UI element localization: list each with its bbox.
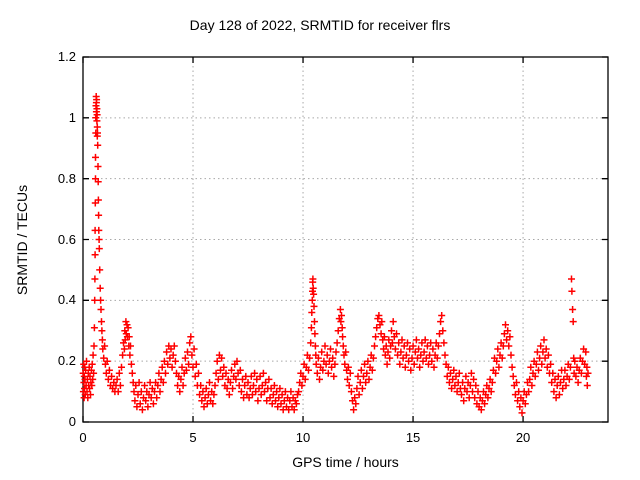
x-tick-label: 20 <box>515 430 531 445</box>
y-tick-label: 0.8 <box>57 170 76 186</box>
scatter-points <box>79 93 592 417</box>
x-tick-label: 0 <box>79 430 87 445</box>
y-tick-label: 0 <box>68 414 76 429</box>
x-tick-label: 10 <box>295 430 311 445</box>
x-tick-label: 5 <box>189 430 197 445</box>
y-tick-label: 1.2 <box>57 49 76 64</box>
y-tick-label: 0.4 <box>57 292 76 308</box>
y-tick-label: 0.2 <box>57 353 76 369</box>
y-tick-label: 0.6 <box>57 231 76 247</box>
x-tick-label: 15 <box>405 430 421 445</box>
y-tick-label: 1 <box>68 109 76 125</box>
x-axis-label: GPS time / hours <box>292 454 399 470</box>
chart-title: Day 128 of 2022, SRMTID for receiver flr… <box>189 17 451 33</box>
